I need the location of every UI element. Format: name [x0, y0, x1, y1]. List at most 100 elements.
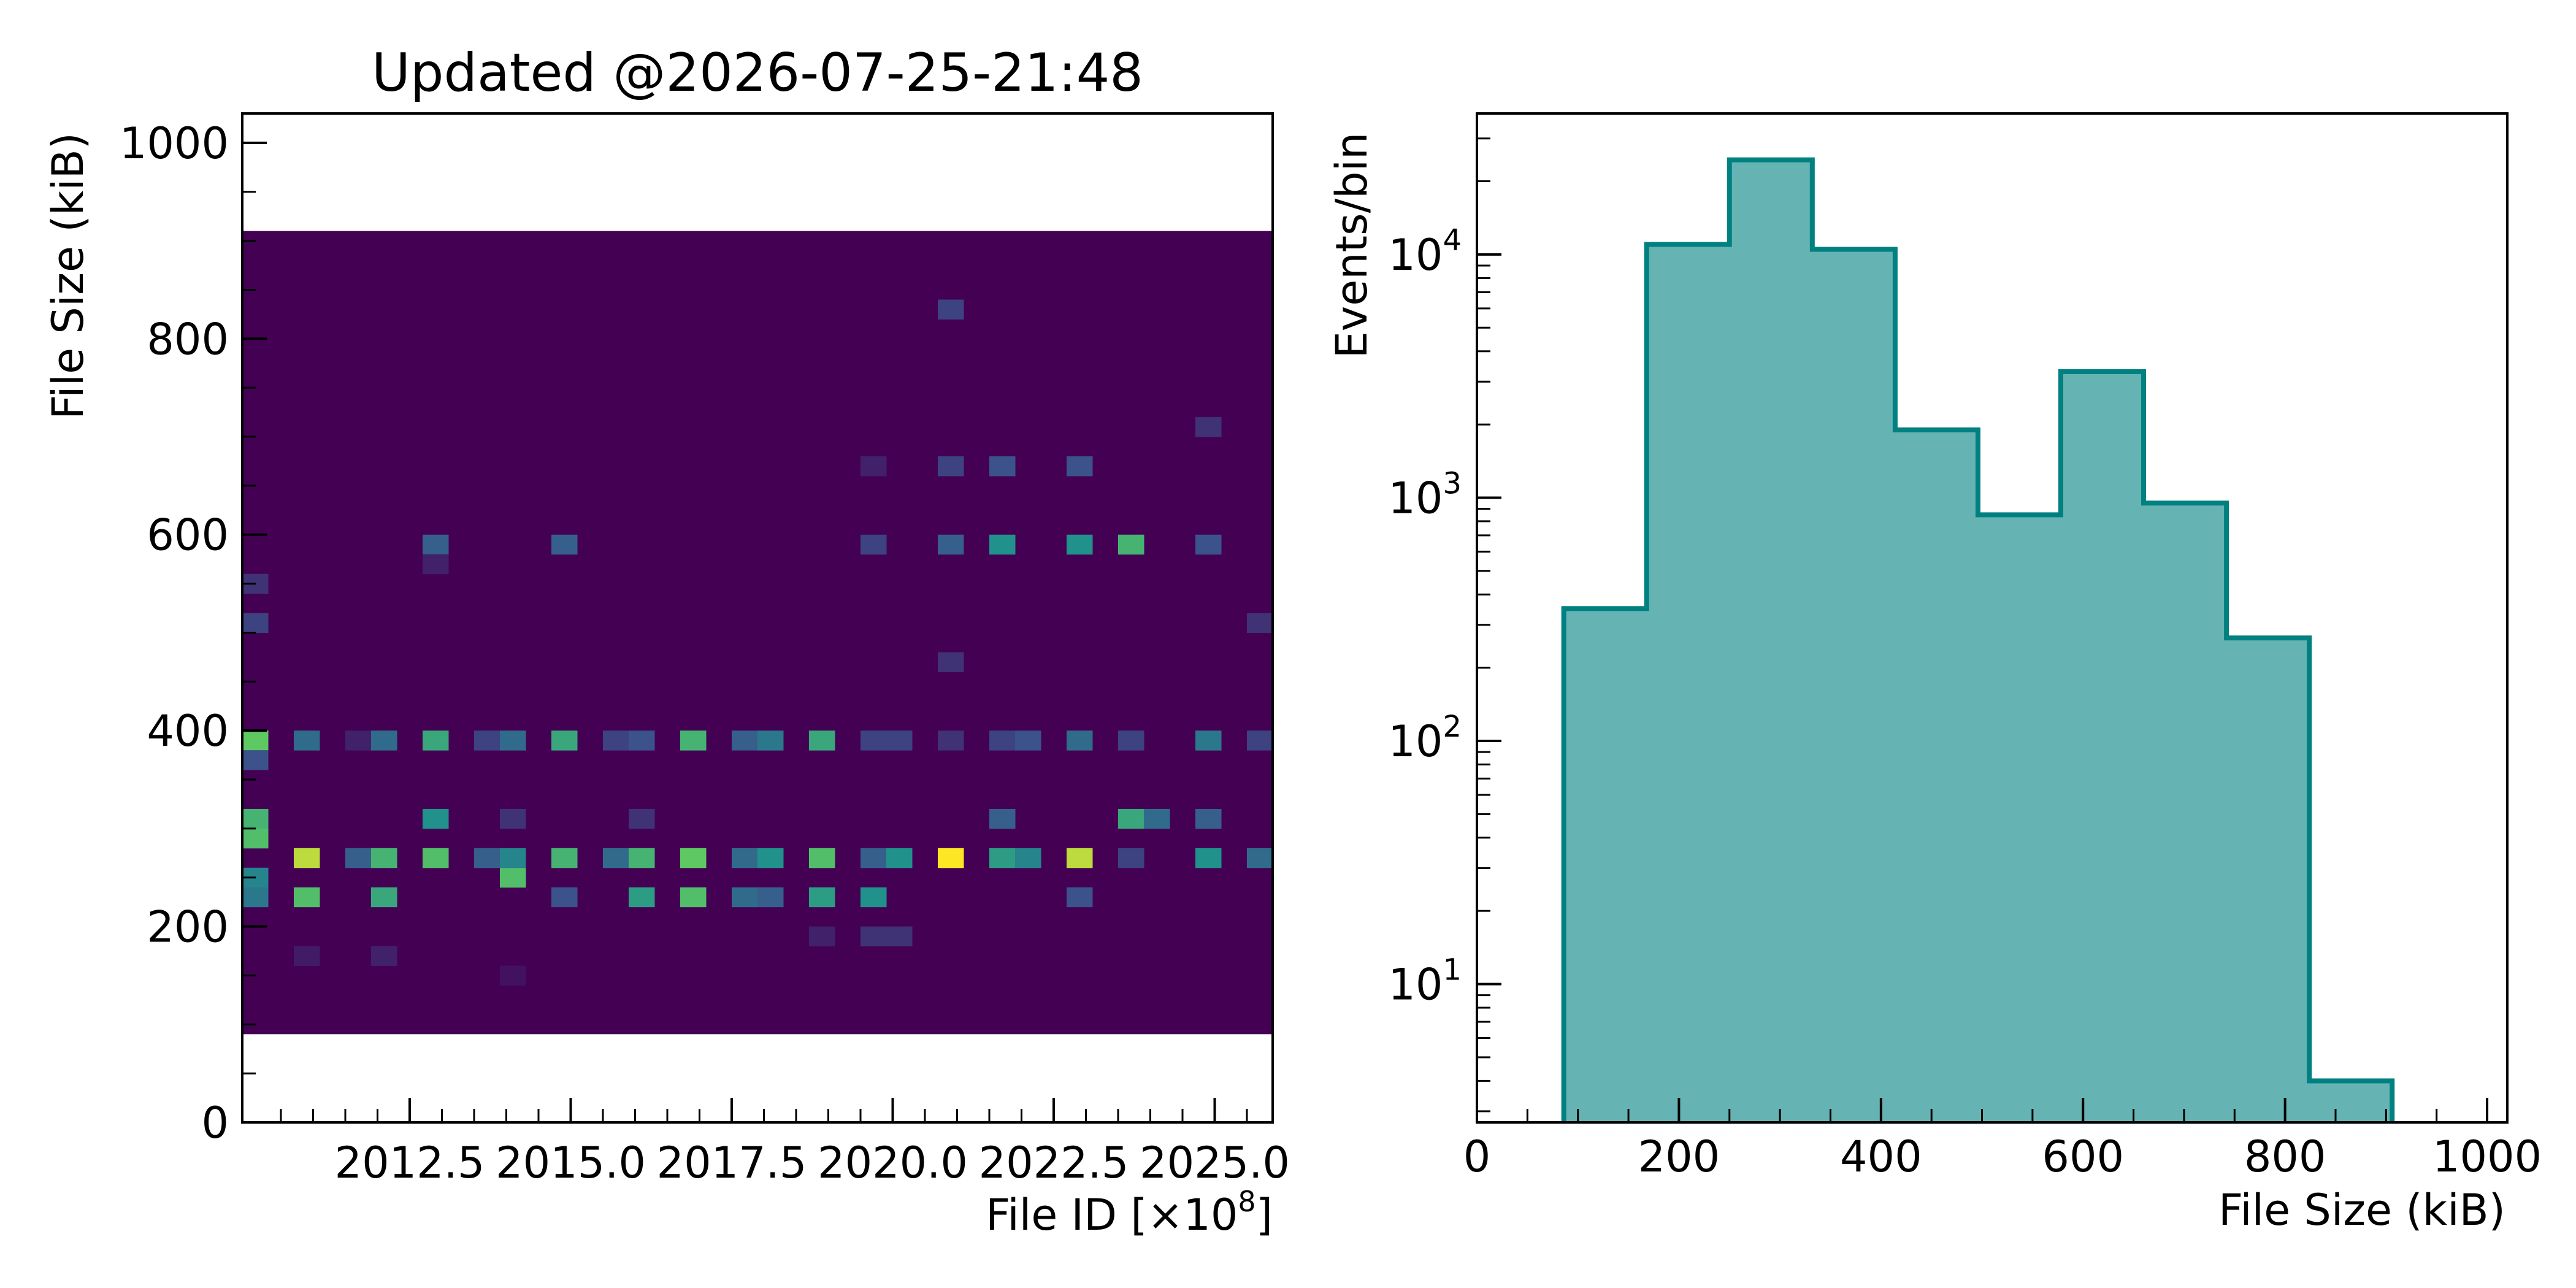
heatmap-cell [861, 534, 887, 555]
heatmap-cell [732, 730, 758, 751]
histogram-x-tick-label: 1000 [2432, 1132, 2542, 1182]
heatmap-cell [423, 848, 449, 868]
heatmap-x-tick-label: 2017.5 [657, 1138, 807, 1188]
heatmap-cell [1247, 613, 1273, 633]
heatmap-cell [603, 848, 629, 868]
histogram-y-tick-label: 103 [1388, 466, 1462, 523]
histogram-x-tick-label: 600 [2042, 1132, 2124, 1182]
heatmap-cell [294, 848, 320, 868]
heatmap-cell [680, 848, 707, 868]
heatmap-cell [474, 730, 500, 751]
heatmap-cell [371, 730, 397, 751]
heatmap-cell [809, 848, 835, 868]
heatmap-cell [757, 730, 784, 751]
heatmap-cell [629, 730, 655, 751]
histogram-ticks: 0 200 400 600 800 1000 101 102 103 104 [1388, 137, 2542, 1182]
heatmap-cell [886, 730, 913, 751]
heatmap-frame [241, 112, 1274, 1124]
heatmap-cell [474, 848, 500, 868]
heatmap-cell [242, 613, 269, 633]
heatmap-cell [1067, 887, 1093, 908]
histogram-x-tick-label: 0 [1463, 1132, 1491, 1182]
heatmap-cell [1015, 730, 1041, 751]
heatmap-cell [886, 926, 913, 947]
heatmap-cell [551, 887, 578, 908]
heatmap-x-axis-label: File ID [×108] [986, 1185, 1273, 1240]
histogram-y-tick-label: 101 [1388, 953, 1462, 1010]
heatmap-cell [242, 730, 269, 751]
heatmap-x-tick-label: 2015.0 [496, 1138, 646, 1188]
heatmap-cell [629, 887, 655, 908]
heatmap-cell [603, 730, 629, 751]
heatmap-y-tick-label: 600 [147, 510, 229, 561]
histogram-panel: 0 200 400 600 800 1000 101 102 103 104 Events/bin… [1327, 112, 2542, 1235]
heatmap-cell [345, 730, 372, 751]
heatmap-cell [938, 652, 964, 672]
heatmap-title: Updated @2026-07-25-21:48 [372, 42, 1143, 104]
heatmap-cell [1195, 848, 1222, 868]
heatmap-cells [242, 231, 1273, 1035]
heatmap-cell [242, 887, 269, 908]
heatmap-x-tick-label: 2020.0 [818, 1138, 968, 1188]
heatmap-panel: 0 200 400 600 800 1000 2012.5 2015.0 2017.5 2020.… [43, 42, 1290, 1240]
heatmap-cell [551, 848, 578, 868]
heatmap-cell [809, 926, 835, 947]
heatmap-cell [757, 848, 784, 868]
heatmap-cell [938, 534, 964, 555]
heatmap-cell [1067, 534, 1093, 555]
heatmap-x-tick-label: 2022.5 [979, 1138, 1129, 1188]
heatmap-x-tick-label: 2025.0 [1140, 1138, 1290, 1188]
heatmap-cell [1118, 808, 1144, 829]
heatmap-cell [757, 887, 784, 908]
heatmap-y-tick-label: 400 [147, 706, 229, 756]
heatmap-cell [680, 730, 707, 751]
heatmap-cell [371, 946, 397, 966]
histogram-outline [1561, 157, 2395, 1122]
histogram-y-tick-label: 102 [1388, 710, 1462, 767]
heatmap-cell [371, 848, 397, 868]
heatmap-cell [938, 299, 964, 320]
heatmap-cell [861, 730, 887, 751]
histogram-fill [1563, 159, 2393, 1122]
heatmap-cell [1118, 730, 1144, 751]
heatmap-cell [1015, 848, 1041, 868]
heatmap-cell [1118, 534, 1144, 555]
histogram-x-tick-label: 200 [1638, 1132, 1720, 1182]
heatmap-cell [629, 848, 655, 868]
heatmap-cell [809, 887, 835, 908]
heatmap-y-tick-label: 800 [147, 314, 229, 364]
heatmap-cell [242, 808, 269, 829]
heatmap-cell [989, 534, 1016, 555]
heatmap-cell [423, 808, 449, 829]
heatmap-cell [1144, 808, 1170, 829]
heatmap-cell [861, 887, 887, 908]
heatmap-cell [345, 848, 372, 868]
histogram-x-tick-label: 800 [2244, 1132, 2326, 1182]
heatmap-cell [423, 730, 449, 751]
heatmap-cell [1118, 848, 1144, 868]
heatmap-cell [423, 534, 449, 555]
histogram-bars [1561, 157, 2395, 1122]
heatmap-cell [294, 946, 320, 966]
heatmap-cell [242, 750, 269, 770]
heatmap-y-tick-label: 200 [147, 902, 229, 953]
heatmap-cell [1195, 730, 1222, 751]
heatmap-cell [500, 808, 526, 829]
heatmap-cell [500, 867, 526, 888]
heatmap-cell [732, 887, 758, 908]
heatmap-cell [423, 554, 449, 575]
heatmap-cell [989, 808, 1016, 829]
heatmap-cell [1067, 848, 1093, 868]
heatmap-cell [1247, 848, 1273, 868]
heatmap-cell [500, 848, 526, 868]
heatmap-x-axis-close: ] [1256, 1190, 1273, 1240]
heatmap-cell [938, 456, 964, 477]
heatmap-y-tick-label: 0 [201, 1098, 229, 1148]
heatmap-y-tick-label: 1000 [120, 118, 229, 169]
heatmap-x-tick-label: 2012.5 [335, 1138, 485, 1188]
heatmap-x-axis-unit: [×10 [1130, 1190, 1238, 1240]
heatmap-cell [294, 730, 320, 751]
histogram-y-tick-label: 104 [1388, 223, 1462, 280]
heatmap-cell [629, 808, 655, 829]
